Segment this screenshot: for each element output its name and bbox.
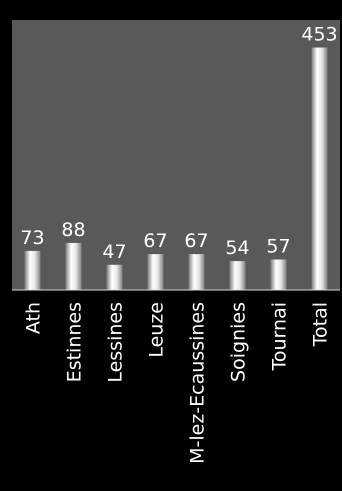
value-label: 67	[184, 230, 208, 252]
category-label: Total	[310, 302, 332, 347]
category-label: Leuze	[146, 302, 168, 358]
category-label: Ath	[23, 302, 45, 334]
bar-ath	[24, 250, 41, 290]
bar-soignies	[229, 261, 246, 290]
value-label: 453	[301, 24, 337, 46]
bar-leuze	[147, 254, 164, 290]
value-label: 67	[143, 230, 167, 252]
category-label: Soignies	[228, 302, 250, 382]
bars-group	[24, 47, 328, 290]
value-label: 57	[266, 236, 290, 258]
bar-estinnes	[65, 242, 82, 290]
value-label: 47	[102, 241, 126, 263]
bar-tournai	[270, 259, 287, 290]
value-label: 73	[20, 227, 44, 249]
value-labels-group: 73 88 47 67 67 54 57 453	[20, 24, 337, 263]
category-label: M-lez-Ecaussines	[187, 302, 209, 464]
category-label: Tournai	[269, 302, 291, 372]
bar-total	[311, 47, 328, 290]
bar-m-lez-ecaussines	[188, 254, 205, 290]
plot-area	[12, 20, 340, 290]
category-labels-group: Ath Estinnes Lessines Leuze M-lez-Ecaussines…	[23, 302, 332, 464]
value-label: 88	[61, 219, 85, 241]
bar-lessines	[106, 264, 123, 290]
category-label: Lessines	[105, 302, 127, 383]
category-label: Estinnes	[64, 302, 86, 382]
value-label: 54	[225, 237, 249, 259]
